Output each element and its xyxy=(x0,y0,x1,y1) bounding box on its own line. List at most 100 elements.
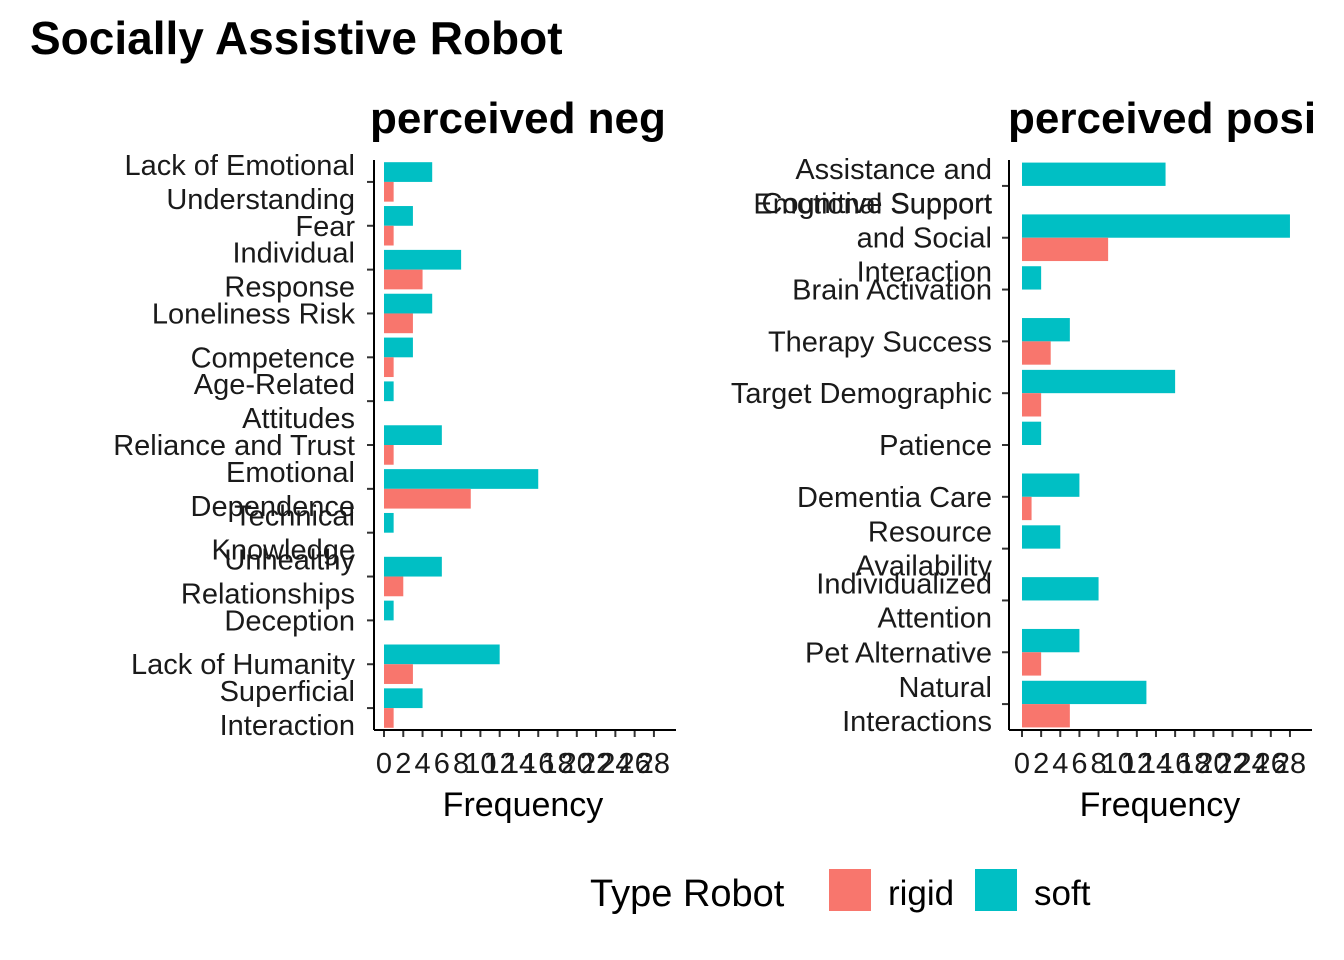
category-labels: Lack of Emotional UnderstandingFearIndivi… xyxy=(113,150,374,742)
x-tick-label: 0 xyxy=(376,748,392,780)
bar-soft xyxy=(384,425,442,445)
bar-rigid xyxy=(384,357,394,378)
facet-perceived-posi: perceived posi Assistance and Cognitive S… xyxy=(731,94,1316,824)
x-tick-label: 6 xyxy=(1071,748,1087,780)
bar-soft xyxy=(1022,318,1070,342)
x-tick-label: 6 xyxy=(434,748,450,780)
facet-title: perceived posi xyxy=(1008,94,1316,143)
x-tick-label: 8 xyxy=(1090,748,1106,780)
x-tick-label: 28 xyxy=(638,748,670,780)
bar-rigid xyxy=(384,664,413,684)
bar-soft xyxy=(384,162,433,182)
category-label: Target Demographic xyxy=(731,378,992,410)
legend-title: Type Robot xyxy=(590,873,785,915)
x-tick-label: 10 xyxy=(1102,748,1134,780)
category-label: Loneliness Risk xyxy=(152,298,356,330)
legend-label-rigid: rigid xyxy=(888,874,954,913)
bar-soft xyxy=(1022,162,1166,186)
bar-rigid xyxy=(384,445,394,465)
category-label: Natural Interactions xyxy=(842,672,992,738)
bar-soft xyxy=(1022,525,1061,549)
bar-soft xyxy=(1022,369,1176,394)
bar-rigid xyxy=(384,269,423,290)
x-tick-label: 22 xyxy=(1216,748,1248,780)
x-tick-label: 16 xyxy=(1159,748,1191,780)
bar-rigid xyxy=(384,488,471,509)
bars xyxy=(1022,162,1290,728)
bar-rigid xyxy=(1022,496,1032,521)
bar-soft xyxy=(1022,266,1042,290)
x-tick-label: 2 xyxy=(395,748,411,780)
bar-soft xyxy=(1022,577,1099,601)
x-axis-title: Frequency xyxy=(1080,786,1241,824)
x-tick-label: 24 xyxy=(1236,748,1268,780)
bar-rigid xyxy=(1022,237,1109,262)
bar-soft xyxy=(384,688,423,709)
x-tick-label: 22 xyxy=(580,748,612,780)
category-label: Deception xyxy=(224,605,355,637)
x-tick-label: 24 xyxy=(599,748,631,780)
category-label: Unhealthy Relationships xyxy=(181,545,356,611)
x-tick-label: 20 xyxy=(1197,748,1229,780)
x-tick-label: 18 xyxy=(541,748,573,780)
facet-title: perceived neg xyxy=(370,94,666,143)
x-tick-label: 18 xyxy=(1178,748,1210,780)
bar-soft xyxy=(1022,680,1147,705)
x-tick-label: 14 xyxy=(1140,748,1172,780)
bar-rigid xyxy=(384,181,394,202)
bar-rigid xyxy=(384,313,413,334)
category-label: Reliance and Trust xyxy=(113,430,355,462)
bar-soft xyxy=(384,249,462,270)
bar-soft xyxy=(384,600,394,621)
bar-rigid xyxy=(1022,393,1042,417)
category-label: Emotional Dependence xyxy=(191,457,355,523)
bar-rigid xyxy=(384,225,394,246)
legend-swatch-rigid xyxy=(829,869,871,911)
category-label: Lack of Humanity xyxy=(131,649,356,681)
x-tick-label: 12 xyxy=(1121,748,1153,780)
bar-soft xyxy=(1022,421,1042,445)
category-label: Dementia Care xyxy=(797,482,992,514)
bar-rigid xyxy=(1022,704,1070,728)
category-label: Superficial Interaction xyxy=(220,676,355,742)
x-tick-label: 10 xyxy=(464,748,496,780)
x-tick-label: 8 xyxy=(453,748,469,780)
bar-rigid xyxy=(384,576,404,597)
category-label: Individualized Attention xyxy=(816,568,992,634)
x-tick-label: 4 xyxy=(414,748,430,780)
category-label: Fear xyxy=(295,211,355,243)
x-tick-label: 0 xyxy=(1014,748,1030,780)
category-label: Patience xyxy=(879,430,992,462)
category-label: Therapy Success xyxy=(768,326,992,358)
chart-title: Socially Assistive Robot xyxy=(30,12,563,64)
category-labels: Assistance and Cognitive SupportEmotional… xyxy=(731,154,1009,738)
category-label: Lack of Emotional Understanding xyxy=(124,150,355,216)
category-label: Pet Alternative xyxy=(805,637,992,669)
x-tick-label: 14 xyxy=(503,748,535,780)
bar-soft xyxy=(1022,214,1290,238)
legend-label-soft: soft xyxy=(1034,874,1091,913)
bar-soft xyxy=(1022,628,1080,653)
bar-soft xyxy=(1022,473,1080,497)
x-tick-label: 2 xyxy=(1033,748,1049,780)
x-tick-label: 26 xyxy=(619,748,651,780)
x-tick-label: 16 xyxy=(522,748,554,780)
category-label: Technical Knowledge xyxy=(212,501,356,567)
bar-soft xyxy=(384,381,394,402)
bar-soft xyxy=(384,556,442,577)
x-axis-title: Frequency xyxy=(443,786,604,824)
bar-soft xyxy=(384,206,413,226)
legend-swatch-soft xyxy=(975,869,1017,911)
category-label: Emotional Support and Social Interaction xyxy=(753,189,992,289)
category-label: Competence xyxy=(191,342,355,374)
x-tick-label: 26 xyxy=(1255,748,1287,780)
bar-soft xyxy=(384,337,413,358)
category-label: Assistance and Cognitive Support xyxy=(761,154,992,220)
bar-rigid xyxy=(1022,652,1042,676)
legend: Type Robot rigid soft xyxy=(590,869,1091,915)
bar-rigid xyxy=(1022,341,1051,365)
bar-rigid xyxy=(384,708,394,728)
